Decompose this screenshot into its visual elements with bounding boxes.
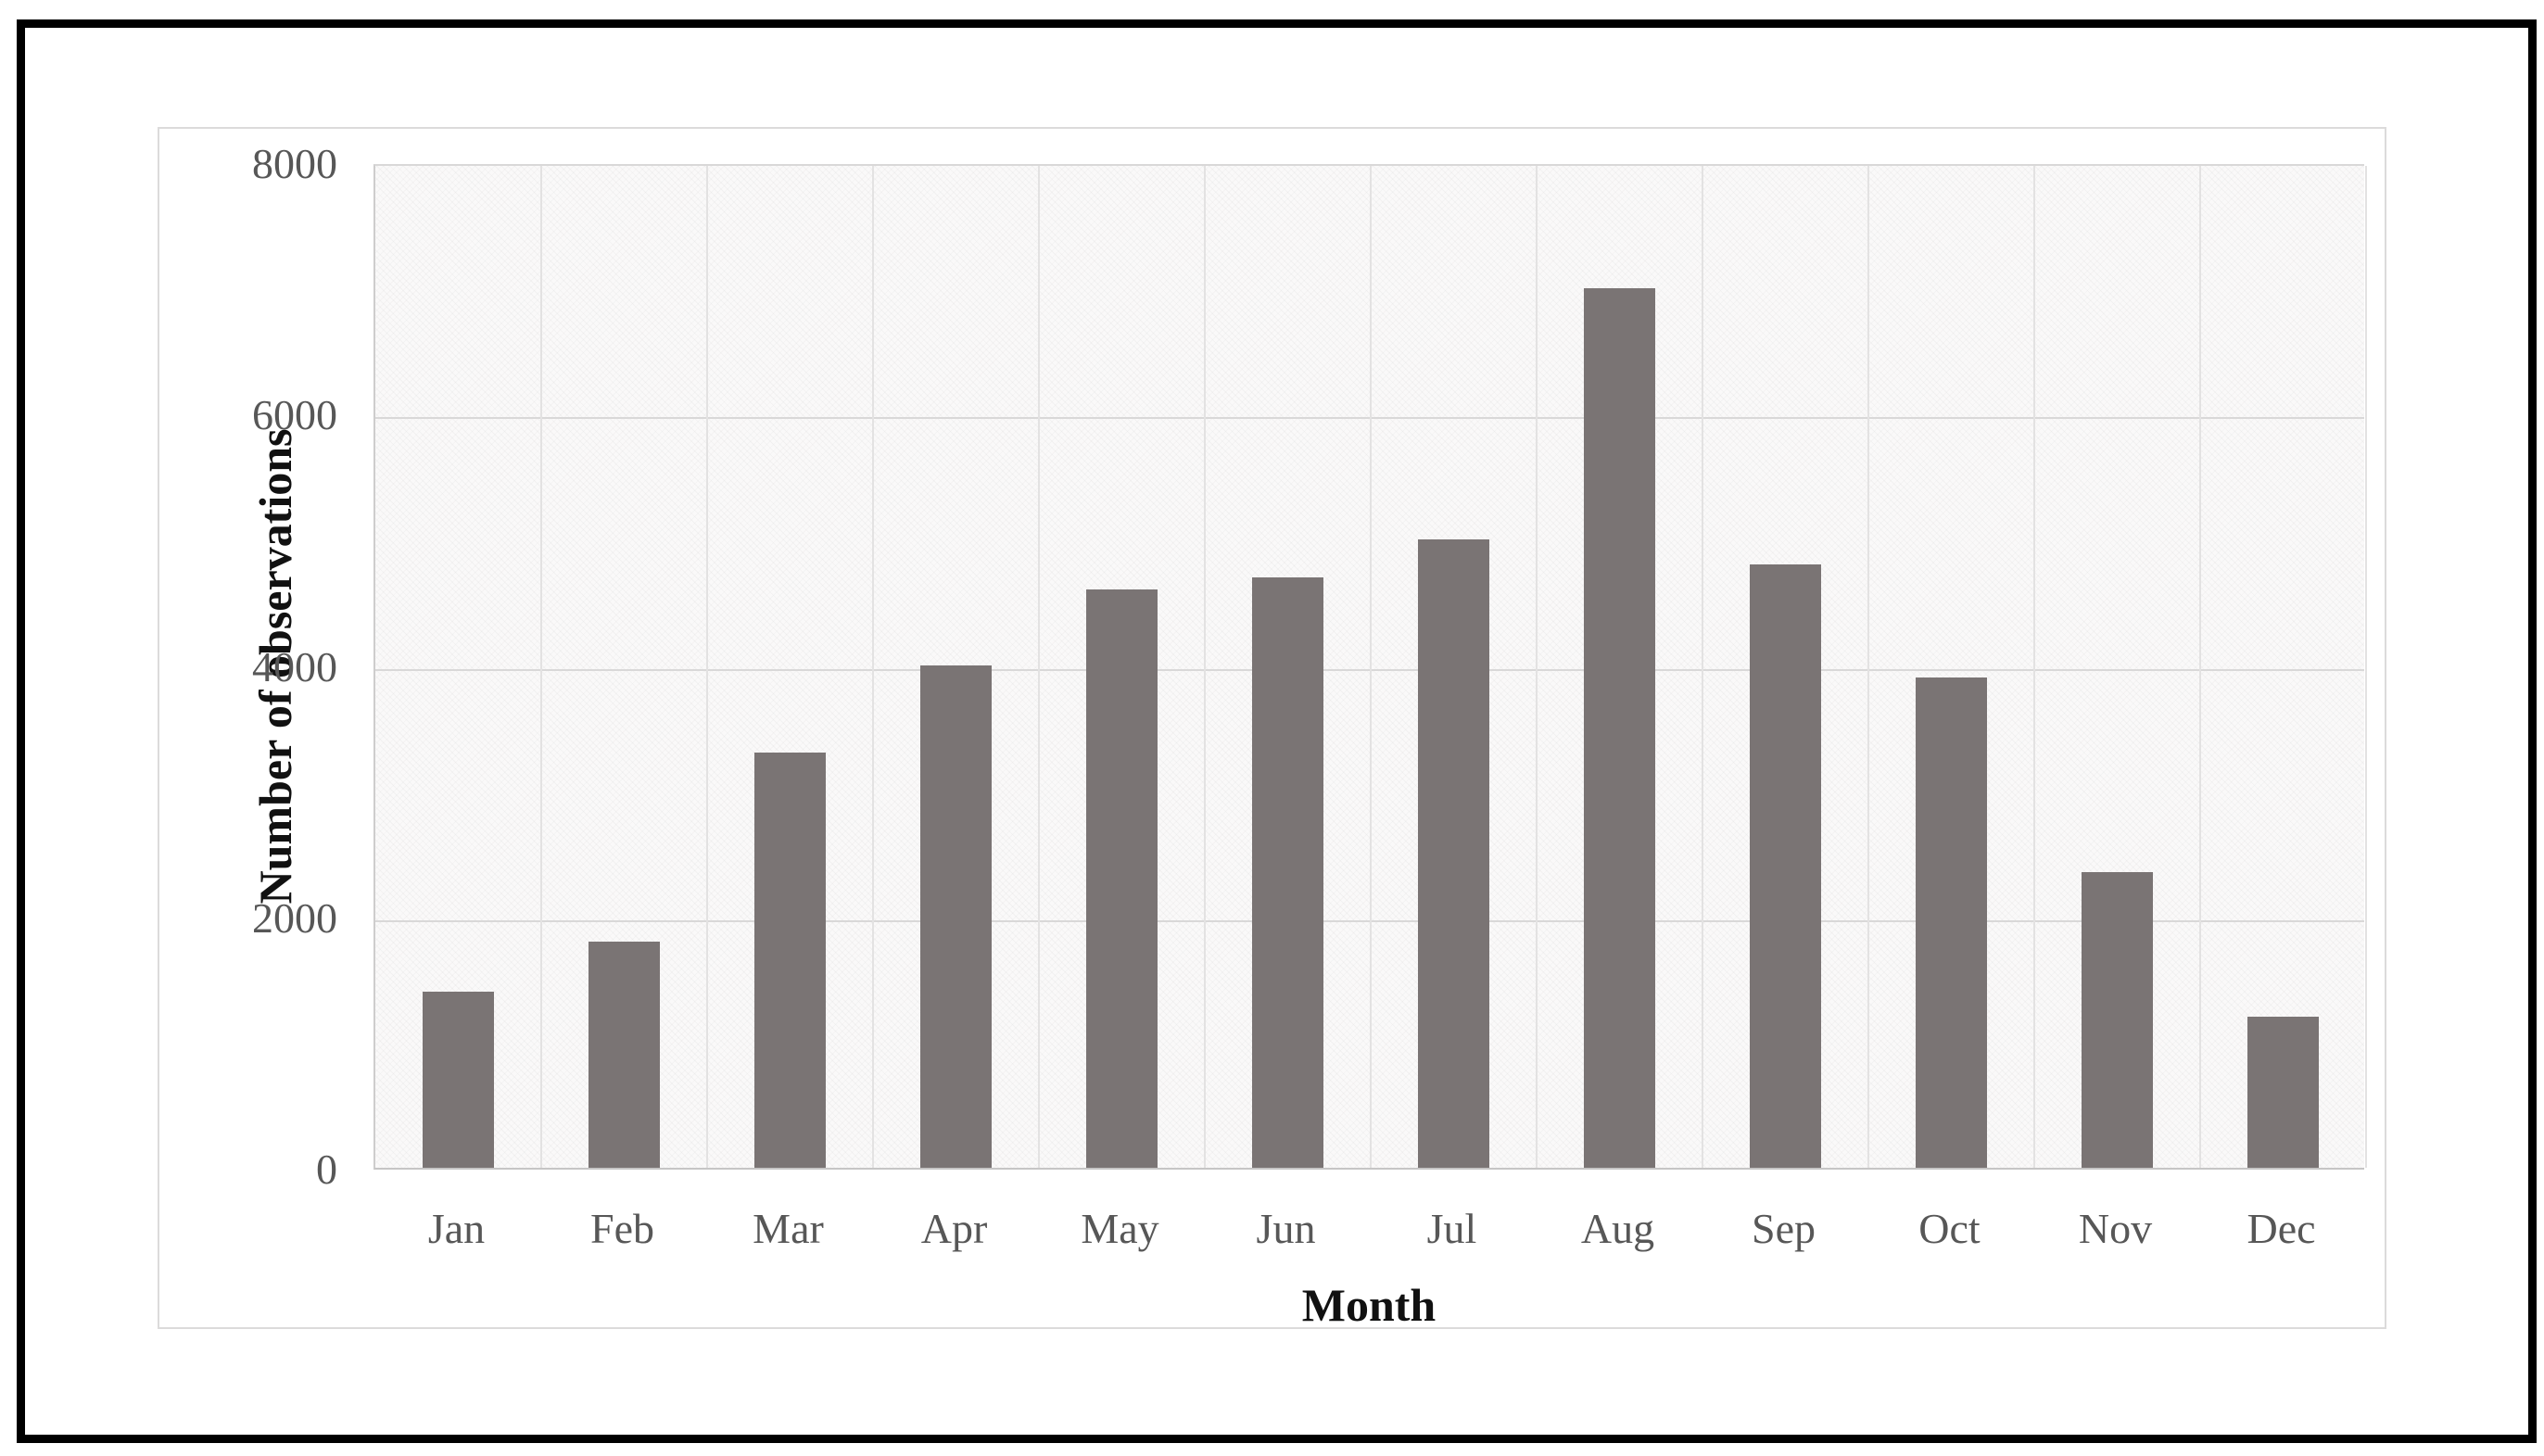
vertical-gridline-6 xyxy=(1370,166,1372,1168)
x-tick-label-sep: Sep xyxy=(1752,1205,1816,1252)
vertical-gridline-11 xyxy=(2199,166,2201,1168)
vertical-gridline-10 xyxy=(2033,166,2035,1168)
bar-nov xyxy=(2082,872,2153,1168)
vertical-gridline-9 xyxy=(1867,166,1869,1168)
y-tick-label-2000: 2000 xyxy=(252,893,337,942)
x-tick-label-oct: Oct xyxy=(1918,1205,1981,1252)
bar-feb xyxy=(589,941,660,1168)
vertical-gridline-2 xyxy=(706,166,708,1168)
y-tick-label-0: 0 xyxy=(316,1146,337,1193)
y-tick-label-4000: 4000 xyxy=(252,642,337,690)
bar-mar xyxy=(754,753,826,1168)
bar-jun xyxy=(1252,576,1323,1168)
x-axis-title: Month xyxy=(1301,1279,1437,1331)
x-tick-label-nov: Nov xyxy=(2078,1205,2153,1252)
y-tick-label-8000: 8000 xyxy=(252,140,337,187)
y-tick-label-6000: 6000 xyxy=(252,391,337,439)
vertical-gridline-1 xyxy=(540,166,542,1168)
x-tick-label-may: May xyxy=(1081,1205,1159,1252)
bar-may xyxy=(1086,589,1158,1168)
vertical-gridline-8 xyxy=(1702,166,1703,1168)
plot-area xyxy=(373,164,2367,1170)
vertical-gridline-3 xyxy=(872,166,874,1168)
x-tick-label-dec: Dec xyxy=(2247,1205,2316,1252)
x-tick-label-aug: Aug xyxy=(1580,1205,1655,1252)
bar-aug xyxy=(1584,287,1655,1168)
bar-apr xyxy=(920,665,992,1168)
vertical-gridline-12 xyxy=(2365,166,2367,1168)
bar-sep xyxy=(1750,564,1821,1168)
x-tick-label-mar: Mar xyxy=(753,1205,824,1252)
bar-dec xyxy=(2247,1017,2319,1168)
x-tick-label-jun: Jun xyxy=(1256,1205,1316,1252)
x-tick-label-feb: Feb xyxy=(590,1205,654,1252)
vertical-gridline-7 xyxy=(1536,166,1538,1168)
figure-border-frame xyxy=(17,19,2537,1443)
vertical-gridline-5 xyxy=(1204,166,1206,1168)
bar-jul xyxy=(1418,538,1489,1168)
x-tick-label-jul: Jul xyxy=(1426,1205,1477,1252)
x-tick-label-jan: Jan xyxy=(427,1205,486,1252)
bar-jan xyxy=(423,992,494,1168)
x-tick-label-apr: Apr xyxy=(920,1205,988,1252)
chart-card: Number of observations 0 2000 4000 6000 8000… xyxy=(158,127,2386,1331)
vertical-gridline-4 xyxy=(1038,166,1040,1168)
bar-oct xyxy=(1916,677,1987,1168)
